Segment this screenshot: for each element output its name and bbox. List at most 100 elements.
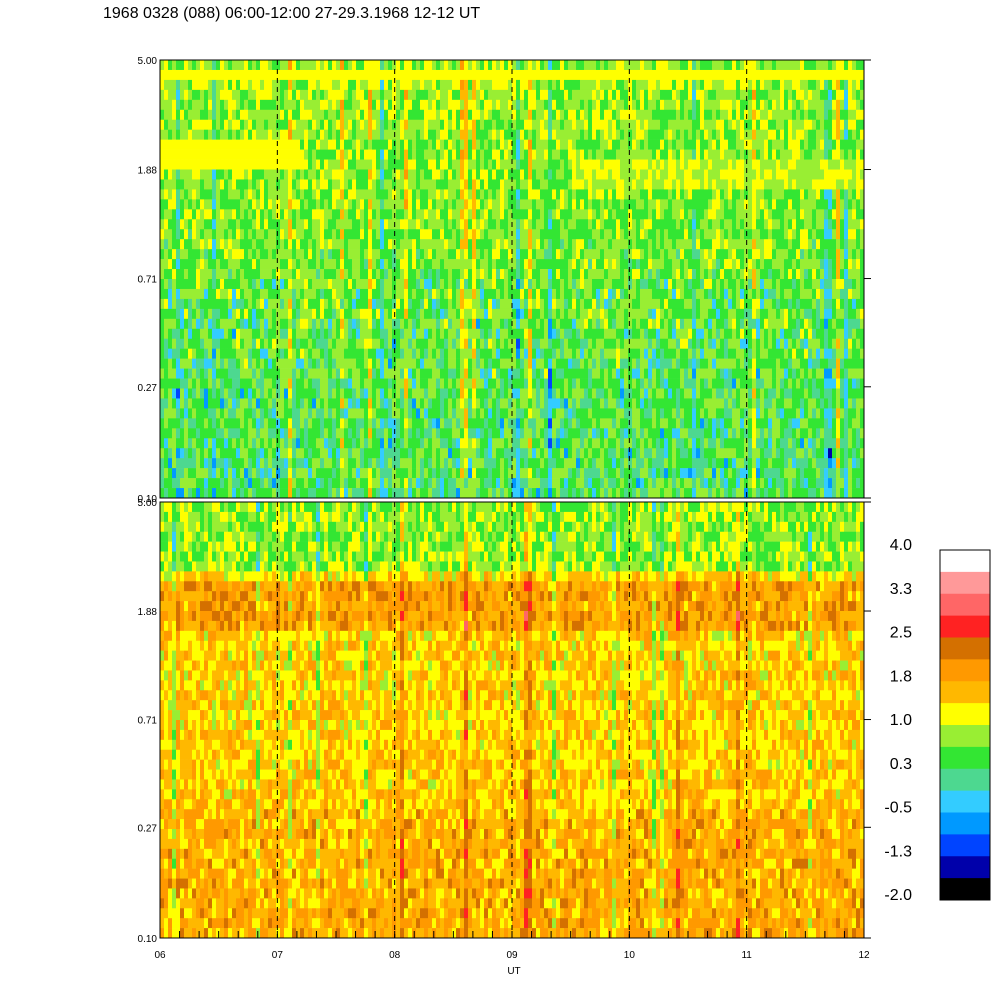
heatmap-cell <box>236 348 241 359</box>
heatmap-cell <box>596 89 601 101</box>
heatmap-cell <box>272 378 277 389</box>
heatmap-cell <box>368 249 373 260</box>
heatmap-cell <box>352 358 357 369</box>
heatmap-cell <box>576 368 581 379</box>
heatmap-cell <box>280 149 285 160</box>
heatmap-cell <box>384 308 389 320</box>
heatmap-cell <box>376 398 381 409</box>
heatmap-cell <box>320 219 325 230</box>
heatmap-cell <box>332 269 337 280</box>
heatmap-cell <box>260 338 265 349</box>
heatmap-cell <box>568 259 573 270</box>
heatmap-cell <box>600 69 605 81</box>
heatmap-cell <box>384 269 389 280</box>
heatmap-cell <box>160 388 165 399</box>
heatmap-cell <box>468 438 473 449</box>
heatmap-cell <box>544 488 549 499</box>
heatmap-cell <box>304 69 309 81</box>
heatmap-cell <box>548 348 553 359</box>
heatmap-cell <box>312 438 317 449</box>
heatmap-cell <box>372 179 377 190</box>
heatmap-cell <box>388 119 393 130</box>
heatmap-cell <box>164 129 169 140</box>
heatmap-cell <box>464 219 469 230</box>
heatmap-cell <box>344 378 349 389</box>
heatmap-cell <box>480 69 485 81</box>
heatmap-cell <box>604 388 609 399</box>
heatmap-cell <box>352 488 357 499</box>
heatmap-cell <box>160 149 165 160</box>
heatmap-cell <box>396 328 401 340</box>
heatmap-cell <box>532 338 537 349</box>
heatmap-cell <box>456 458 461 469</box>
heatmap-cell <box>504 229 509 240</box>
heatmap-cell <box>240 159 245 170</box>
heatmap-cell <box>412 129 417 140</box>
heatmap-cell <box>336 478 341 489</box>
heatmap-cell <box>308 119 313 130</box>
heatmap-cell <box>492 318 497 330</box>
heatmap-cell <box>188 189 193 200</box>
heatmap-cell <box>588 60 593 71</box>
heatmap-cell <box>196 249 201 260</box>
heatmap-cell <box>512 298 517 310</box>
heatmap-cell <box>608 328 613 340</box>
heatmap-cell <box>452 139 457 150</box>
heatmap-cell <box>216 458 221 469</box>
heatmap-cell <box>568 408 573 419</box>
heatmap-cell <box>380 488 385 499</box>
heatmap-cell <box>244 458 249 469</box>
heatmap-cell <box>580 249 585 260</box>
heatmap-cell <box>196 199 201 210</box>
heatmap-cell <box>432 189 437 200</box>
heatmap-cell <box>528 179 533 190</box>
heatmap-cell <box>160 279 165 290</box>
heatmap-cell <box>248 89 253 101</box>
heatmap-cell <box>300 358 305 369</box>
heatmap-cell <box>400 259 405 270</box>
heatmap-cell <box>432 308 437 320</box>
heatmap-cell <box>300 368 305 379</box>
heatmap-cell <box>476 388 481 399</box>
heatmap-cell <box>352 179 357 190</box>
heatmap-cell <box>300 428 305 439</box>
heatmap-cell <box>212 408 217 419</box>
heatmap-cell <box>424 229 429 240</box>
heatmap-cell <box>316 308 321 320</box>
heatmap-cell <box>200 408 205 419</box>
heatmap-cell <box>168 368 173 379</box>
heatmap-cell <box>444 338 449 349</box>
heatmap-cell <box>400 348 405 359</box>
heatmap-cell <box>512 79 517 91</box>
heatmap-cell <box>412 209 417 220</box>
heatmap-cell <box>500 219 505 230</box>
heatmap-cell <box>304 448 309 459</box>
heatmap-cell <box>372 79 377 91</box>
heatmap-cell <box>228 448 233 459</box>
heatmap-cell <box>360 338 365 349</box>
heatmap-cell <box>340 119 345 130</box>
heatmap-cell <box>612 159 617 170</box>
heatmap-cell <box>580 418 585 429</box>
heatmap-cell <box>520 169 525 180</box>
heatmap-cell <box>160 109 165 121</box>
heatmap-cell <box>492 438 497 449</box>
heatmap-cell <box>204 448 209 459</box>
heatmap-cell <box>396 259 401 270</box>
heatmap-cell <box>180 139 185 150</box>
heatmap-cell <box>420 179 425 190</box>
heatmap-cell <box>336 259 341 270</box>
heatmap-cell <box>444 358 449 369</box>
heatmap-cell <box>380 398 385 409</box>
heatmap-cell <box>352 249 357 260</box>
heatmap-cell <box>368 318 373 330</box>
heatmap-cell <box>584 338 589 349</box>
heatmap-cell <box>428 328 433 340</box>
heatmap-cell <box>500 378 505 389</box>
heatmap-cell <box>524 298 529 310</box>
heatmap-cell <box>520 288 525 300</box>
heatmap-cell <box>344 358 349 369</box>
heatmap-cell <box>460 378 465 389</box>
heatmap-cell <box>324 398 329 409</box>
heatmap-cell <box>544 338 549 349</box>
